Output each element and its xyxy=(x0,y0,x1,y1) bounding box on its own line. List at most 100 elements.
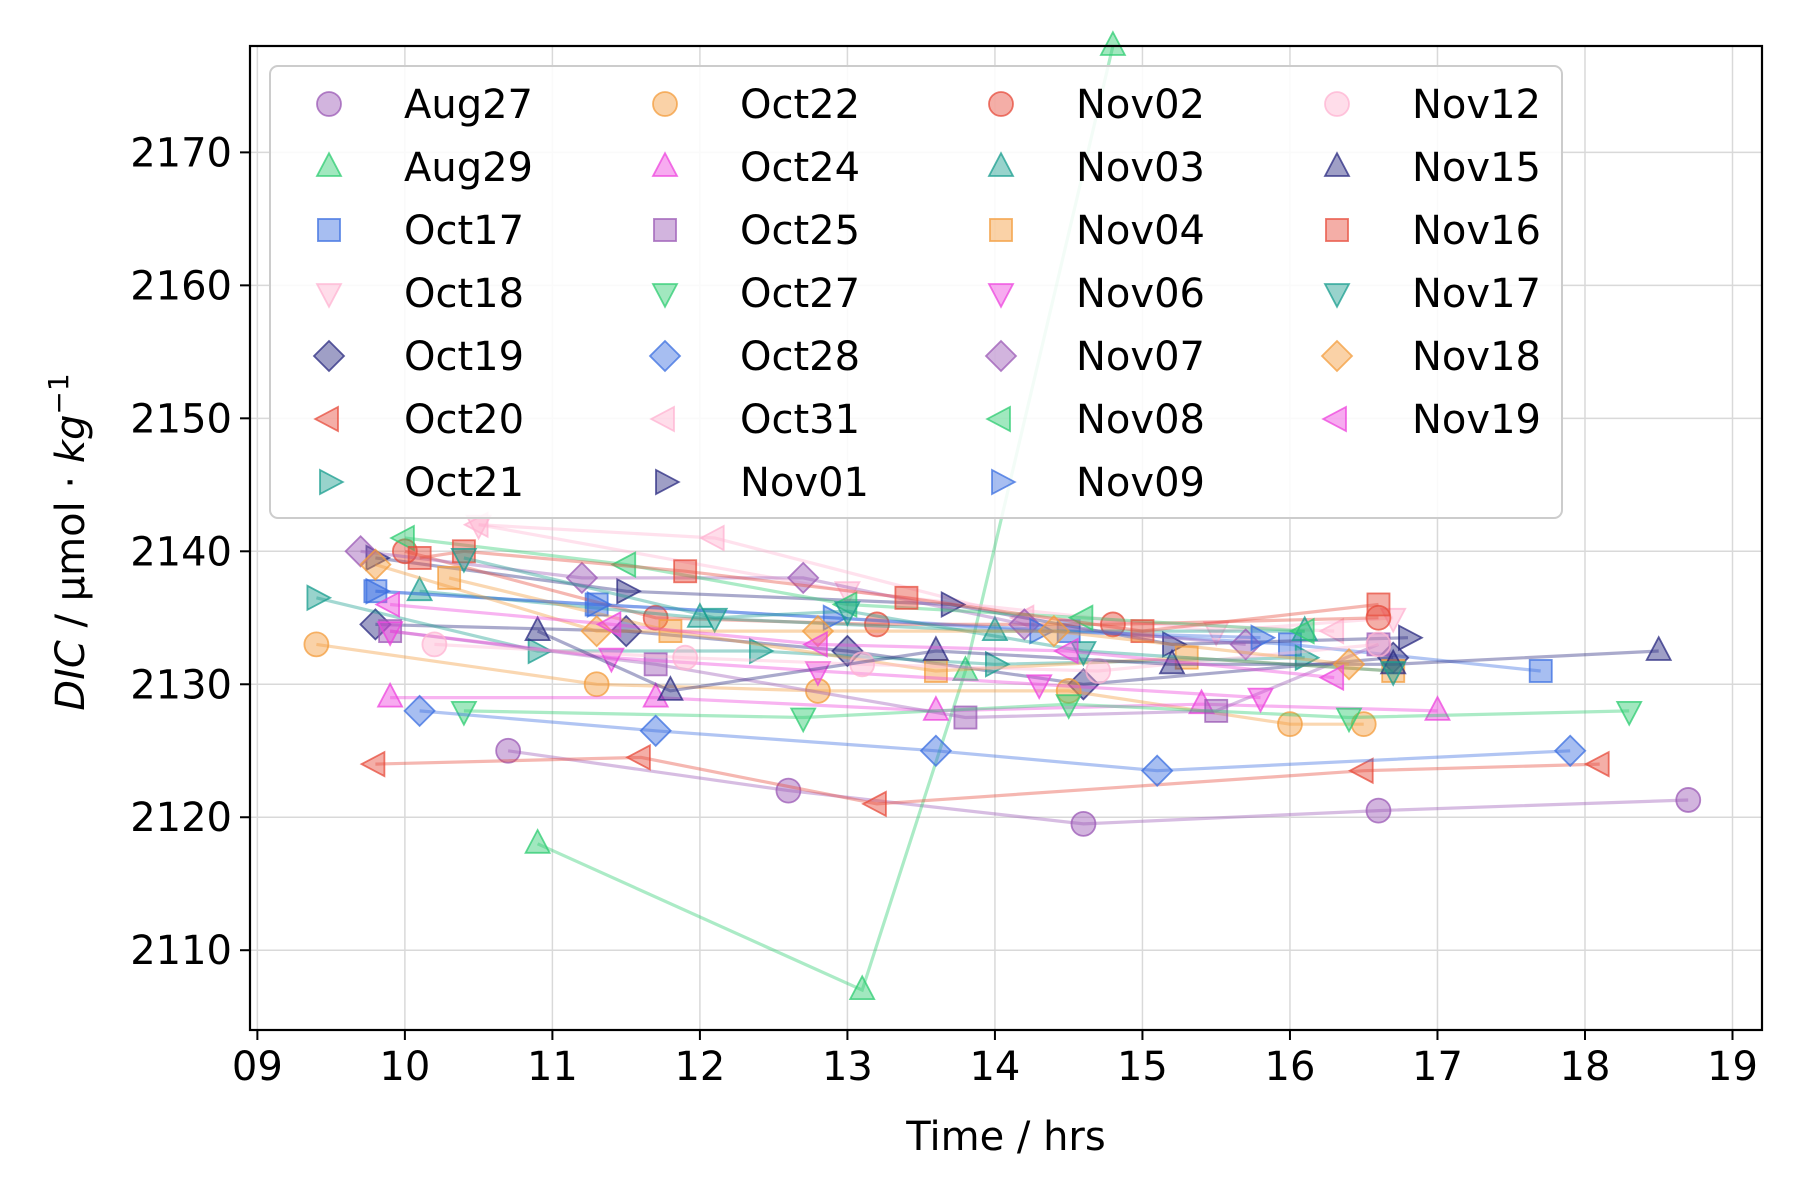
data-point-nov16 xyxy=(407,546,432,570)
data-point-nov09 xyxy=(365,577,392,605)
data-point-nov12 xyxy=(849,651,876,678)
data-point-aug29 xyxy=(524,828,552,854)
legend-marker-oct25 xyxy=(653,218,677,242)
data-point-nov15 xyxy=(1158,648,1186,675)
data-point-oct27 xyxy=(450,701,478,727)
legend-label-nov06: Nov06 xyxy=(1076,271,1205,317)
data-point-nov08 xyxy=(1067,604,1094,632)
data-point-oct22 xyxy=(1277,711,1303,738)
legend-marker-nov03 xyxy=(987,151,1015,177)
data-point-oct19 xyxy=(831,634,864,668)
data-point-oct18 xyxy=(1379,607,1407,634)
data-point-oct22 xyxy=(1055,678,1082,704)
data-point-aug27 xyxy=(1675,787,1702,813)
legend-item-nov07: Nov07 xyxy=(984,334,1205,380)
series-line-oct27 xyxy=(463,702,1630,720)
legend-label-nov17: Nov17 xyxy=(1412,271,1541,317)
series-nov18 xyxy=(359,548,1366,681)
legend-marker-aug29 xyxy=(315,151,343,177)
series-nov12 xyxy=(421,631,1392,684)
series-line-nov19 xyxy=(389,602,1335,680)
legend-marker-nov07 xyxy=(984,339,1018,373)
series-nov19 xyxy=(374,591,1345,692)
data-point-nov18 xyxy=(1332,648,1366,681)
series-oct24 xyxy=(376,681,1451,721)
legend-item-nov03: Nov03 xyxy=(987,145,1205,191)
data-point-oct24 xyxy=(376,681,404,708)
y-tick-label: 2120 xyxy=(130,795,232,841)
legend-item-aug29: Aug29 xyxy=(315,145,533,191)
legend-marker-aug27 xyxy=(316,91,342,117)
y-tick-label: 2160 xyxy=(130,263,232,309)
legend-item-oct21: Oct21 xyxy=(319,460,524,506)
data-point-oct28 xyxy=(1553,734,1587,768)
legend-label-oct19: Oct19 xyxy=(404,334,524,380)
legend-marker-nov15 xyxy=(1323,151,1351,177)
series-line-nov08 xyxy=(404,536,1305,633)
x-tick-label: 12 xyxy=(674,1044,725,1090)
x-tick-label: 11 xyxy=(527,1044,578,1090)
legend-item-nov17: Nov17 xyxy=(1323,271,1541,317)
legend-item-nov06: Nov06 xyxy=(987,271,1205,317)
series-line-oct28 xyxy=(419,709,1571,773)
legend-item-aug27: Aug27 xyxy=(316,82,533,128)
data-point-nov07 xyxy=(1229,628,1262,661)
legend-item-oct17: Oct17 xyxy=(317,208,524,254)
series-nov04 xyxy=(437,565,1406,683)
legend-marker-nov16 xyxy=(1325,218,1349,242)
series-line-oct19 xyxy=(375,622,1394,686)
series-nov08 xyxy=(389,524,1315,645)
legend-marker-oct18 xyxy=(315,283,343,309)
legend-label-nov12: Nov12 xyxy=(1412,82,1541,128)
data-point-oct20 xyxy=(1583,750,1610,778)
data-point-nov04 xyxy=(658,619,683,644)
x-tick-label: 18 xyxy=(1560,1044,1611,1090)
data-point-nov01 xyxy=(940,591,967,618)
series-line-nov16 xyxy=(419,549,1379,633)
data-point-oct27 xyxy=(789,707,817,734)
data-point-nov01 xyxy=(616,577,642,605)
data-point-nov03 xyxy=(406,575,434,602)
legend-label-oct25: Oct25 xyxy=(740,208,860,254)
data-point-nov01 xyxy=(1398,624,1424,652)
data-point-nov19 xyxy=(595,610,622,638)
data-point-nov06 xyxy=(1247,687,1274,714)
plot-frame xyxy=(248,44,1764,1032)
legend-item-oct19: Oct19 xyxy=(312,334,524,380)
y-axis-label-main: DIC xyxy=(48,640,94,711)
legend-marker-nov18 xyxy=(1320,339,1354,373)
legend-label-oct28: Oct28 xyxy=(740,334,860,380)
legend-label-oct17: Oct17 xyxy=(404,208,524,254)
series-nov02 xyxy=(391,538,1392,638)
legend-frame xyxy=(269,65,1563,519)
legend-marker-nov09 xyxy=(991,468,1017,496)
legend-marker-nov06 xyxy=(987,283,1015,309)
legend-item-nov04: Nov04 xyxy=(989,208,1205,254)
data-point-aug27 xyxy=(1070,810,1097,837)
legend-entries: Aug27 Aug29 Oct17 Oct18 Oct19 Oct20 Oct21 Oct22… xyxy=(312,82,1541,506)
legend-label-nov04: Nov04 xyxy=(1076,208,1205,254)
data-point-nov15 xyxy=(656,675,684,701)
legend-item-nov19: Nov19 xyxy=(1321,397,1541,443)
data-point-nov16 xyxy=(894,585,919,610)
legend: Aug27 Aug29 Oct17 Oct18 Oct19 Oct20 Oct21 Oct22… xyxy=(269,65,1563,519)
data-point-nov07 xyxy=(344,535,377,568)
data-point-nov02 xyxy=(1100,611,1126,638)
legend-item-oct20: Oct20 xyxy=(313,397,524,443)
y-tick-label: 2170 xyxy=(130,130,232,176)
legend-label-oct18: Oct18 xyxy=(404,271,524,317)
legend-item-oct31: Oct31 xyxy=(649,397,860,443)
y-tick-label: 2110 xyxy=(130,928,232,974)
data-point-nov16 xyxy=(673,559,698,584)
data-point-oct31 xyxy=(698,524,725,552)
legend-marker-nov12 xyxy=(1324,91,1350,117)
data-point-nov06 xyxy=(597,647,625,674)
data-point-nov02 xyxy=(642,604,669,631)
legend-label-nov07: Nov07 xyxy=(1076,334,1205,380)
data-point-nov12 xyxy=(1365,631,1392,658)
series-aug27 xyxy=(495,737,1702,837)
legend-marker-oct21 xyxy=(319,468,345,496)
data-point-nov18 xyxy=(801,614,835,648)
data-point-oct24 xyxy=(1188,688,1215,715)
data-point-oct21 xyxy=(985,650,1011,678)
